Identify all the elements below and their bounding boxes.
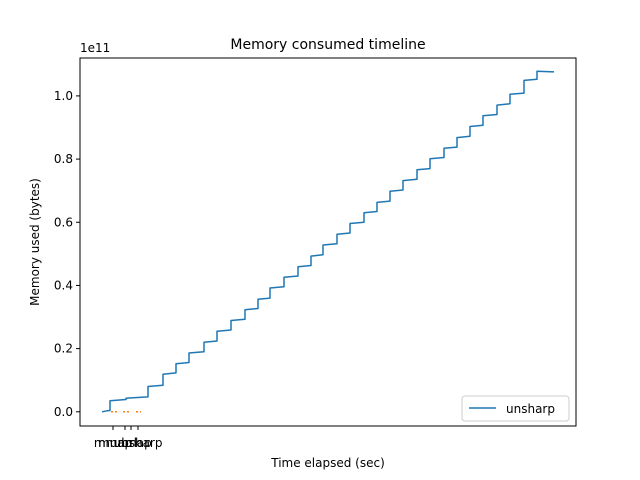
y-tick-label: 0.8	[54, 152, 73, 166]
chart-title: Memory consumed timeline	[230, 37, 425, 53]
x-tick-label: brk	[121, 436, 141, 450]
axes-frame	[79, 57, 577, 427]
plot-area	[101, 70, 555, 413]
series-line-unsharp	[101, 70, 555, 413]
legend-label-unsharp: unsharp	[506, 402, 555, 416]
y-offset-label: 1e11	[80, 41, 110, 55]
legend-box	[461, 395, 570, 422]
y-tick-label: 1.0	[54, 89, 73, 103]
x-tick-label: munmap	[98, 436, 152, 450]
y-tick-label: 0.4	[54, 278, 73, 292]
y-tick-label: 0.0	[54, 405, 73, 419]
y-tick-label: 0.2	[54, 342, 73, 356]
y-axis: 0.0 0.2 0.4 0.6 0.8 1.0	[54, 89, 80, 419]
x-tick-label: unsharp	[114, 436, 163, 450]
y-tick-label: 0.6	[54, 215, 73, 229]
y-axis-title: Memory used (bytes)	[28, 178, 42, 306]
x-tick-label: mmap	[94, 436, 132, 450]
legend: unsharp	[461, 395, 570, 422]
x-axis-title: Time elapsed (sec)	[270, 456, 385, 470]
